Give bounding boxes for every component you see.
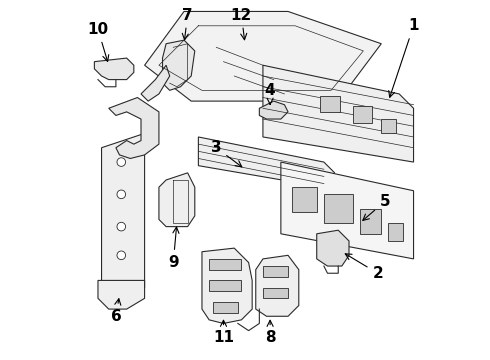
Text: 11: 11 bbox=[213, 320, 234, 345]
Polygon shape bbox=[281, 162, 414, 259]
Polygon shape bbox=[145, 12, 381, 101]
Bar bbox=[263, 288, 288, 298]
Bar bbox=[381, 119, 395, 134]
Text: 2: 2 bbox=[345, 254, 383, 281]
Polygon shape bbox=[259, 101, 288, 119]
Circle shape bbox=[117, 222, 125, 231]
Bar bbox=[353, 107, 372, 123]
Text: 4: 4 bbox=[265, 83, 275, 104]
Polygon shape bbox=[95, 58, 134, 80]
Bar bbox=[263, 266, 288, 277]
Polygon shape bbox=[317, 230, 349, 266]
Text: 12: 12 bbox=[231, 8, 252, 40]
Polygon shape bbox=[109, 98, 159, 158]
Circle shape bbox=[117, 158, 125, 166]
Bar bbox=[360, 209, 381, 234]
Text: 7: 7 bbox=[182, 8, 193, 40]
Polygon shape bbox=[163, 40, 195, 90]
Circle shape bbox=[117, 251, 125, 260]
Bar bbox=[324, 194, 353, 223]
Bar bbox=[209, 259, 242, 270]
Text: 9: 9 bbox=[168, 227, 179, 270]
Bar bbox=[292, 187, 317, 212]
Text: 6: 6 bbox=[111, 299, 122, 324]
Polygon shape bbox=[256, 255, 299, 316]
Circle shape bbox=[117, 190, 125, 199]
Polygon shape bbox=[202, 248, 252, 323]
Polygon shape bbox=[263, 65, 414, 162]
Polygon shape bbox=[98, 280, 145, 309]
Polygon shape bbox=[159, 173, 195, 226]
Bar bbox=[209, 280, 242, 291]
Polygon shape bbox=[141, 65, 170, 101]
Text: 10: 10 bbox=[87, 22, 109, 62]
Bar bbox=[389, 223, 403, 241]
Text: 1: 1 bbox=[389, 18, 419, 97]
Polygon shape bbox=[198, 137, 335, 187]
Bar bbox=[320, 96, 340, 112]
Polygon shape bbox=[101, 134, 145, 298]
Text: 5: 5 bbox=[363, 194, 390, 220]
Text: 3: 3 bbox=[211, 140, 242, 167]
Bar bbox=[213, 302, 238, 313]
Text: 8: 8 bbox=[265, 320, 275, 345]
